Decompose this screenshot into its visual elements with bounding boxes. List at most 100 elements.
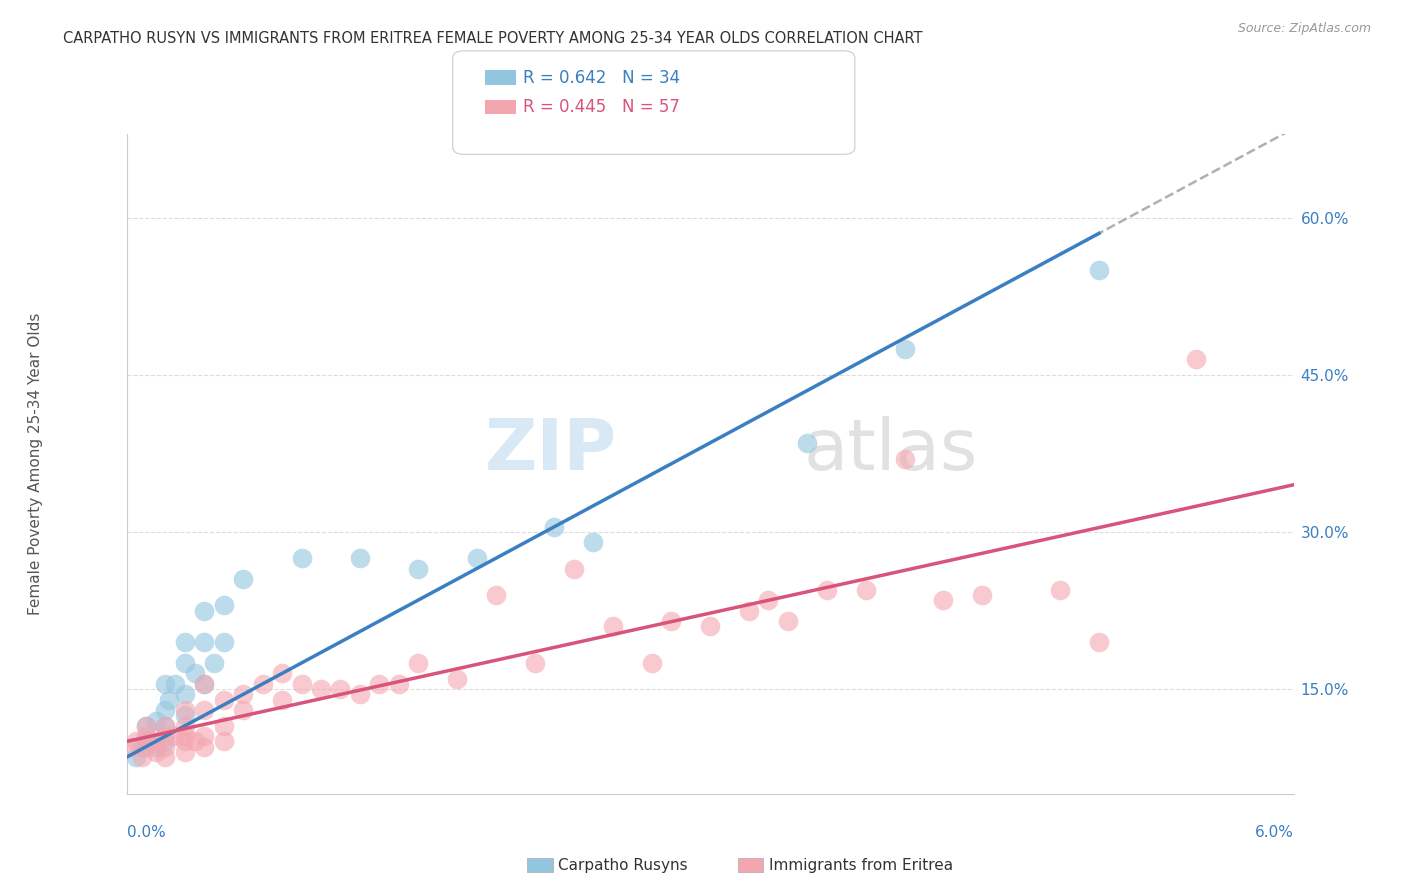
Point bbox=[252, 677, 274, 691]
Point bbox=[135, 739, 157, 754]
Point bbox=[193, 739, 215, 754]
Point bbox=[155, 739, 177, 754]
Point bbox=[174, 656, 197, 670]
Text: Immigrants from Eritrea: Immigrants from Eritrea bbox=[769, 858, 953, 872]
Point bbox=[815, 582, 838, 597]
Point bbox=[212, 599, 235, 613]
Point bbox=[155, 719, 177, 733]
Point bbox=[524, 656, 547, 670]
Point bbox=[135, 719, 157, 733]
Point bbox=[349, 687, 371, 701]
Point bbox=[145, 745, 167, 759]
Point bbox=[155, 719, 177, 733]
Point bbox=[155, 734, 177, 748]
Point bbox=[699, 619, 721, 633]
Point bbox=[388, 677, 411, 691]
Point bbox=[174, 729, 197, 743]
Point bbox=[183, 734, 205, 748]
Text: Source: ZipAtlas.com: Source: ZipAtlas.com bbox=[1237, 22, 1371, 36]
Point bbox=[408, 561, 430, 575]
Point bbox=[290, 677, 312, 691]
Point bbox=[139, 734, 162, 748]
Point bbox=[193, 677, 215, 691]
Text: R = 0.445   N = 57: R = 0.445 N = 57 bbox=[523, 98, 681, 116]
Text: atlas: atlas bbox=[803, 417, 977, 485]
Point bbox=[193, 635, 215, 649]
Point bbox=[212, 635, 235, 649]
Point bbox=[465, 551, 488, 566]
Point bbox=[145, 734, 167, 748]
Point bbox=[543, 519, 565, 533]
Point bbox=[738, 603, 761, 617]
Point bbox=[131, 739, 153, 754]
Text: Carpatho Rusyns: Carpatho Rusyns bbox=[558, 858, 688, 872]
Point bbox=[212, 692, 235, 706]
Point bbox=[582, 535, 605, 549]
Point bbox=[121, 739, 143, 754]
Point bbox=[174, 708, 197, 723]
Point bbox=[145, 739, 167, 754]
Point bbox=[193, 703, 215, 717]
Point bbox=[776, 614, 799, 628]
Text: R = 0.642   N = 34: R = 0.642 N = 34 bbox=[523, 69, 681, 87]
Point bbox=[174, 719, 197, 733]
Point bbox=[329, 682, 352, 697]
Point bbox=[174, 745, 197, 759]
Point bbox=[193, 677, 215, 691]
Point bbox=[174, 687, 197, 701]
Point bbox=[562, 561, 585, 575]
Text: 6.0%: 6.0% bbox=[1254, 825, 1294, 840]
Point bbox=[271, 692, 294, 706]
Point bbox=[1088, 263, 1111, 277]
Point bbox=[641, 656, 664, 670]
Point bbox=[155, 703, 177, 717]
Point bbox=[157, 692, 180, 706]
Point bbox=[202, 656, 225, 670]
Point bbox=[212, 734, 235, 748]
Point bbox=[932, 593, 955, 607]
Point bbox=[165, 677, 187, 691]
Point bbox=[155, 750, 177, 764]
Point bbox=[155, 729, 177, 743]
Text: ZIP: ZIP bbox=[485, 417, 617, 485]
Point bbox=[796, 436, 818, 450]
Point bbox=[183, 666, 205, 681]
Point bbox=[290, 551, 312, 566]
Point bbox=[135, 719, 157, 733]
Point bbox=[855, 582, 877, 597]
Point bbox=[1088, 635, 1111, 649]
Point bbox=[131, 750, 153, 764]
Point bbox=[893, 451, 915, 466]
Point bbox=[155, 677, 177, 691]
Point bbox=[408, 656, 430, 670]
Point bbox=[174, 703, 197, 717]
Point bbox=[309, 682, 332, 697]
Point bbox=[193, 603, 215, 617]
Point bbox=[174, 734, 197, 748]
Point bbox=[893, 342, 915, 356]
Point bbox=[125, 734, 148, 748]
Point bbox=[145, 714, 167, 728]
Point bbox=[368, 677, 391, 691]
Point bbox=[485, 588, 508, 602]
Point bbox=[349, 551, 371, 566]
Point bbox=[602, 619, 624, 633]
Point bbox=[659, 614, 682, 628]
Text: CARPATHO RUSYN VS IMMIGRANTS FROM ERITREA FEMALE POVERTY AMONG 25-34 YEAR OLDS C: CARPATHO RUSYN VS IMMIGRANTS FROM ERITRE… bbox=[63, 31, 922, 46]
Point bbox=[135, 729, 157, 743]
Point bbox=[972, 588, 994, 602]
Point bbox=[271, 666, 294, 681]
Point bbox=[232, 703, 254, 717]
Point bbox=[1049, 582, 1071, 597]
Point bbox=[193, 729, 215, 743]
Point bbox=[232, 572, 254, 586]
Point bbox=[125, 750, 148, 764]
Point bbox=[174, 635, 197, 649]
Text: 0.0%: 0.0% bbox=[127, 825, 166, 840]
Point bbox=[1185, 352, 1208, 367]
Point bbox=[212, 719, 235, 733]
Text: Female Poverty Among 25-34 Year Olds: Female Poverty Among 25-34 Year Olds bbox=[28, 313, 42, 615]
Point bbox=[135, 734, 157, 748]
Point bbox=[232, 687, 254, 701]
Point bbox=[446, 672, 468, 686]
